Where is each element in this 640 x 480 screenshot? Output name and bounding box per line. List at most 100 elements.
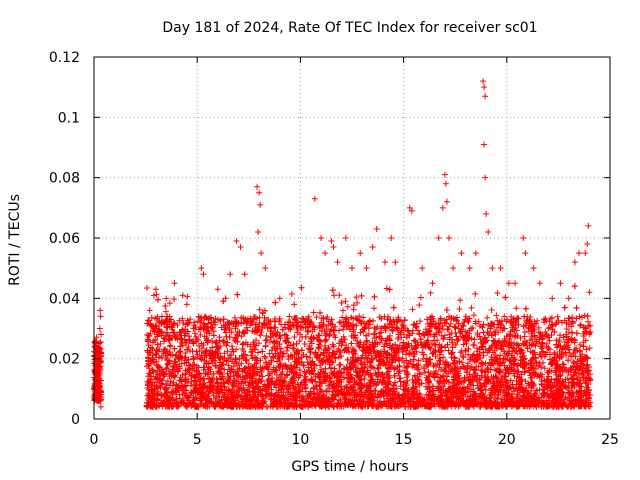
data-point <box>541 365 548 372</box>
data-point <box>212 315 219 322</box>
data-point <box>452 341 459 348</box>
data-point <box>200 364 207 371</box>
data-point <box>409 306 416 313</box>
data-point <box>291 333 298 340</box>
data-point <box>438 332 445 339</box>
data-point <box>93 334 100 341</box>
data-point <box>263 332 270 339</box>
data-point <box>511 361 518 368</box>
data-point <box>167 342 174 349</box>
data-point <box>336 292 343 299</box>
data-point <box>471 341 478 348</box>
data-point <box>494 289 501 296</box>
data-point <box>283 332 290 339</box>
data-point <box>371 387 378 394</box>
data-point <box>583 346 590 353</box>
data-point <box>344 303 351 310</box>
data-point <box>463 340 470 347</box>
data-point <box>484 314 491 321</box>
data-point <box>459 322 466 329</box>
data-point <box>194 318 201 325</box>
data-point <box>171 296 178 303</box>
data-point <box>534 317 541 324</box>
data-point <box>221 366 228 373</box>
data-point <box>370 317 377 324</box>
data-point <box>350 306 357 313</box>
data-point <box>586 345 593 352</box>
data-point <box>310 309 317 316</box>
data-point <box>434 371 441 378</box>
data-point <box>443 320 450 327</box>
data-point <box>157 340 164 347</box>
data-point <box>176 317 183 324</box>
data-point <box>274 376 281 383</box>
data-point <box>374 323 381 330</box>
data-point <box>255 349 262 356</box>
data-point <box>287 342 294 349</box>
data-point <box>545 373 552 380</box>
data-point <box>416 318 423 325</box>
data-point <box>371 305 378 312</box>
data-point <box>257 332 264 339</box>
data-point <box>353 294 360 301</box>
data-point <box>288 291 295 298</box>
data-point <box>96 397 103 404</box>
data-point <box>353 322 360 329</box>
data-point <box>456 305 463 312</box>
data-point <box>238 333 245 340</box>
data-point <box>371 324 378 331</box>
data-point <box>546 337 553 344</box>
data-point <box>236 355 243 362</box>
data-point <box>284 344 291 351</box>
data-point <box>565 329 572 336</box>
data-point <box>330 292 337 299</box>
data-point <box>340 307 347 314</box>
data-point <box>264 403 271 410</box>
data-point <box>188 378 195 385</box>
data-point <box>248 352 255 359</box>
data-point <box>342 298 349 305</box>
data-point <box>98 377 105 384</box>
data-point <box>376 330 383 337</box>
data-point <box>258 328 265 335</box>
data-point <box>493 324 500 331</box>
data-point <box>317 362 324 369</box>
data-point <box>166 300 173 307</box>
data-point <box>97 349 104 356</box>
data-point <box>352 351 359 358</box>
data-point <box>228 343 235 350</box>
data-point <box>471 336 478 343</box>
data-point <box>416 301 423 308</box>
data-point <box>369 355 376 362</box>
data-point <box>225 362 232 369</box>
data-point <box>436 329 443 336</box>
data-point <box>240 340 247 347</box>
data-point <box>587 322 594 329</box>
data-point <box>493 312 500 319</box>
data-point <box>384 316 391 323</box>
data-point <box>417 294 424 301</box>
data-point <box>577 321 584 328</box>
data-point <box>234 362 241 369</box>
grid-lines <box>94 57 610 419</box>
data-point <box>372 387 379 394</box>
data-point <box>563 352 570 359</box>
data-point <box>224 348 231 355</box>
data-points <box>91 78 594 410</box>
data-point <box>264 325 271 332</box>
data-point <box>409 327 416 334</box>
data-point <box>190 355 197 362</box>
data-point <box>450 354 457 361</box>
data-point <box>313 314 320 321</box>
data-point <box>554 313 561 320</box>
data-point <box>338 299 345 306</box>
data-point <box>470 312 477 319</box>
data-point <box>188 373 195 380</box>
data-point <box>323 387 330 394</box>
data-point <box>184 293 191 300</box>
data-point <box>395 314 402 321</box>
data-point <box>468 304 475 311</box>
data-point <box>459 353 466 360</box>
data-point <box>179 326 186 333</box>
